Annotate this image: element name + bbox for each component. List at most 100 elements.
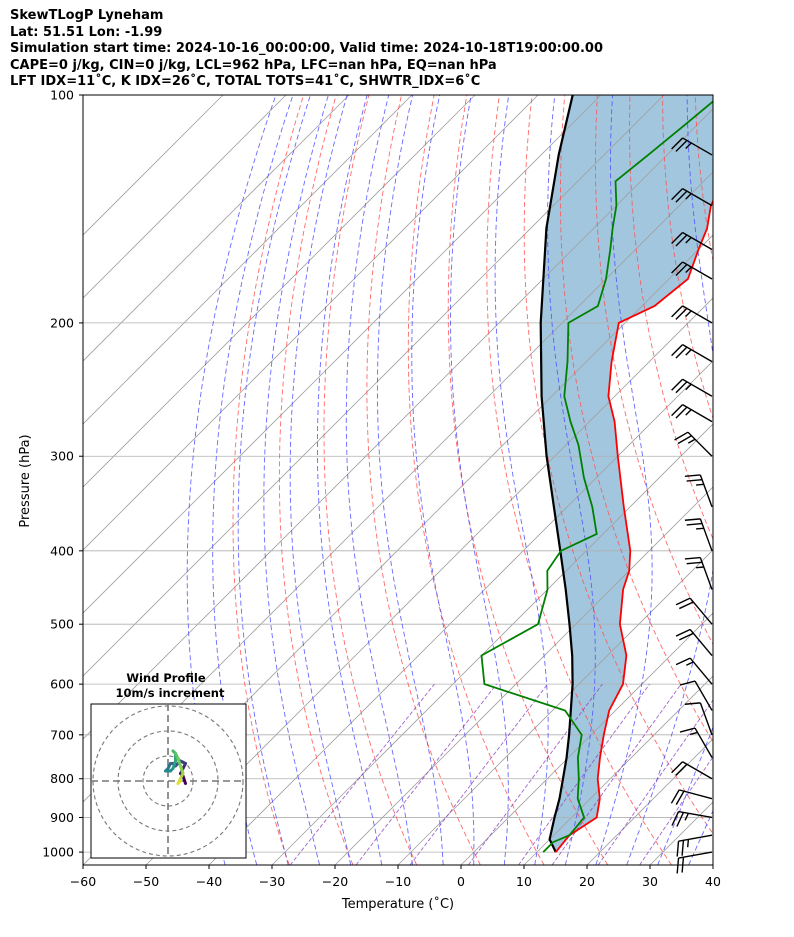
y-tick-label: 400 (50, 543, 74, 558)
x-tick-label: −10 (385, 874, 411, 889)
wind-barb (674, 431, 713, 457)
dry-adiabat-line (595, 95, 713, 646)
y-tick-label: 200 (50, 315, 74, 330)
y-tick-label: 300 (50, 449, 74, 464)
isotherm-line (208, 360, 713, 865)
parcel-area-fill (540, 95, 713, 853)
moist-adiabat-line (494, 95, 549, 865)
hodograph-subtitle: 10m/s increment (116, 686, 225, 700)
y-axis-label: Pressure (hPa) (18, 434, 33, 527)
isotherm-line (83, 95, 602, 614)
x-tick-label: −40 (196, 874, 222, 889)
dry-adiabat-line (323, 95, 418, 865)
x-tick-label: −60 (70, 874, 96, 889)
dry-adiabat-line (760, 95, 794, 865)
wind-barb (671, 810, 713, 827)
wind-barb (675, 597, 713, 625)
y-tick-label: 100 (50, 88, 74, 103)
isotherm-line (523, 675, 713, 865)
dry-adiabat-line (559, 95, 713, 743)
moist-adiabat-line (720, 95, 794, 865)
indices-line: LFT IDX=11˚C, K IDX=26˚C, TOTAL TOTS=41˚… (10, 74, 481, 89)
wind-barb (675, 628, 713, 656)
x-tick-label: −20 (322, 874, 348, 889)
wind-barb (679, 680, 713, 711)
isotherm-line (271, 423, 713, 865)
time-line: Simulation start time: 2024-10-16_00:00:… (10, 41, 603, 56)
hodograph-inset: Wind Profile 10m/s increment (90, 671, 247, 859)
moist-adiabat-line (626, 95, 713, 865)
isotherm-line (83, 95, 350, 362)
isotherm-line (460, 612, 713, 865)
mixing-ratio-line (518, 683, 650, 865)
y-tick-label: 500 (50, 617, 74, 632)
isotherm-line (712, 864, 713, 865)
isotherm-line (83, 95, 476, 488)
chart-header: SkewTLogP Lyneham Lat: 51.51 Lon: -1.99 … (10, 8, 603, 91)
x-tick-label: 0 (457, 874, 465, 889)
x-tick-label: 30 (642, 874, 658, 889)
wind-barb (671, 378, 713, 397)
mixing-ratio-line (409, 683, 548, 865)
x-tick-label: −50 (133, 874, 159, 889)
wind-barb (671, 305, 713, 324)
mixing-ratio-line (597, 699, 713, 865)
cape-line: CAPE=0 j/kg, CIN=0 j/kg, LCL=962 hPa, LF… (10, 57, 497, 73)
dry-adiabat-line (447, 95, 609, 865)
x-tick-label: 20 (579, 874, 595, 889)
moist-adiabat-line (450, 95, 509, 865)
wind-barb (671, 231, 713, 251)
hodograph-title: Wind Profile (126, 671, 206, 685)
mixing-ratio-lines (289, 683, 713, 865)
dry-adiabat-line (366, 95, 481, 865)
wind-barb (679, 727, 713, 758)
isotherm-line (83, 95, 287, 299)
mixing-ratio-line (289, 683, 435, 865)
parcel-temperature-fill (540, 95, 713, 853)
dry-adiabat-line (523, 95, 713, 835)
wind-barb (684, 702, 713, 736)
isotherm-line (397, 549, 713, 865)
moist-adiabat-line (595, 95, 653, 865)
moist-adiabat-line (547, 95, 596, 865)
wind-barb (671, 344, 713, 363)
dewpoint-profile-line (480, 100, 713, 853)
mixing-ratio-line (355, 683, 497, 865)
chart-title: SkewTLogP Lyneham (10, 8, 164, 23)
x-axis-label: Temperature (˚C) (341, 896, 454, 912)
wind-barb (670, 789, 713, 805)
isotherm-line (83, 95, 413, 425)
x-tick-label: 10 (516, 874, 532, 889)
y-tick-label: 900 (50, 810, 74, 825)
isotherm-line (334, 486, 713, 865)
wind-barb (671, 261, 713, 280)
moist-adiabat-line (289, 95, 352, 865)
y-tick-label: 800 (50, 771, 74, 786)
wind-barb (675, 657, 713, 685)
isotherm-line (83, 95, 539, 551)
wind-barb (676, 834, 713, 857)
wind-barb (671, 761, 713, 780)
isotherm-line (145, 297, 713, 865)
isotherm-line (83, 95, 224, 236)
dry-adiabat-line (232, 95, 305, 865)
moist-adiabat-line (263, 95, 329, 865)
isotherm-line (83, 108, 713, 740)
moist-adiabat-line (345, 95, 413, 865)
x-tick-label: −30 (259, 874, 285, 889)
x-axis-ticks: −60 −50 −40 −30 −20 −10 0 10 20 30 40 (70, 865, 721, 889)
wind-barb (684, 556, 713, 590)
moist-adiabat-line (376, 95, 444, 865)
dry-adiabat-line (728, 95, 794, 865)
location-line: Lat: 51.51 Lon: -1.99 (10, 24, 163, 40)
y-tick-label: 700 (50, 727, 74, 742)
wind-barb (671, 403, 713, 423)
wind-barb (671, 137, 713, 156)
wind-barbs (670, 137, 713, 874)
sounding-profiles (480, 95, 713, 853)
moist-adiabats (186, 95, 794, 865)
moist-adiabat-line (212, 95, 294, 865)
hodograph-plot (91, 704, 246, 858)
wind-barb (684, 474, 713, 508)
